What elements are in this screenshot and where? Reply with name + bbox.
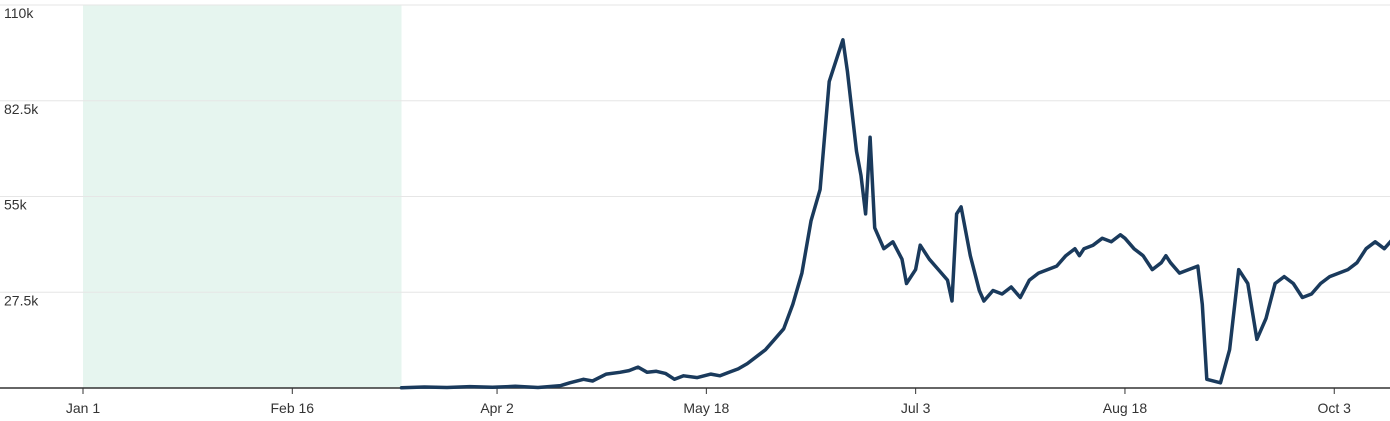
x-tick-label: Jul 3 xyxy=(901,400,931,416)
x-tick-label: Feb 16 xyxy=(271,400,315,416)
y-tick-label: 110k xyxy=(4,5,34,21)
x-tick-label: May 18 xyxy=(683,400,729,416)
y-tick-label: 82.5k xyxy=(4,101,39,117)
x-tick-label: Apr 2 xyxy=(480,400,514,416)
x-tick-label: Aug 18 xyxy=(1103,400,1148,416)
y-tick-label: 55k xyxy=(4,197,28,213)
x-tick-label: Oct 3 xyxy=(1318,400,1352,416)
series-line xyxy=(399,38,1390,390)
y-axis: 27.5k 55k 82.5k 110k xyxy=(4,5,39,308)
y-tick-label: 27.5k xyxy=(4,292,39,308)
series-group xyxy=(399,38,1390,390)
grid xyxy=(0,4,1390,293)
x-tick-label: Jan 1 xyxy=(66,400,100,416)
